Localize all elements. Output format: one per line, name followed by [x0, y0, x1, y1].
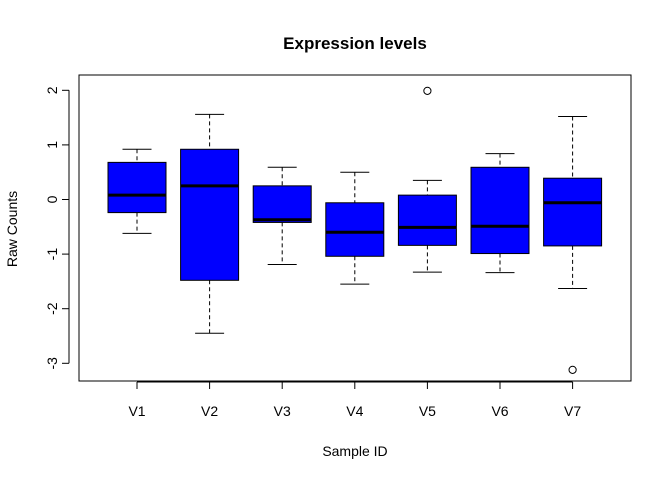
box-rect: [107, 161, 167, 214]
box-rect: [470, 166, 530, 255]
y-tick-label: 1: [44, 141, 60, 149]
x-tick-label: V7: [564, 403, 581, 419]
box-V5: [397, 86, 457, 273]
outlier-point: [423, 86, 432, 95]
box-rect: [397, 194, 457, 246]
y-axis-label: Raw Counts: [4, 191, 20, 267]
box-V6: [470, 153, 530, 274]
chart-title: Expression levels: [283, 34, 427, 53]
box-rect: [252, 185, 312, 223]
y-tick-label: -2: [44, 302, 60, 315]
y-tick-label: -3: [44, 357, 60, 370]
outlier-point: [568, 365, 577, 374]
x-tick-label: V6: [491, 403, 508, 419]
box-rect: [325, 202, 385, 257]
y-tick-label: 0: [44, 195, 60, 203]
y-tick-label: 2: [44, 86, 60, 94]
plot-frame: [78, 74, 632, 382]
box-V2: [180, 113, 240, 334]
box-V4: [325, 171, 385, 285]
y-tick-label: -1: [44, 248, 60, 261]
box-V7: [543, 116, 603, 374]
x-axis-label: Sample ID: [322, 443, 387, 459]
x-tick-label: V2: [201, 403, 218, 419]
x-tick-label: V5: [419, 403, 436, 419]
x-axis: V1 V2 V3 V4 V5 V6 V7: [128, 381, 581, 419]
box-V1: [107, 148, 167, 234]
x-tick-label: V4: [346, 403, 363, 419]
box-rect: [543, 177, 603, 247]
y-axis: -3 -2 -1 0 1 2: [44, 86, 70, 370]
box-V3: [252, 166, 312, 265]
plot-area: [78, 74, 632, 382]
x-tick-label: V3: [274, 403, 291, 419]
x-tick-label: V1: [128, 403, 145, 419]
box-rect: [180, 148, 240, 281]
